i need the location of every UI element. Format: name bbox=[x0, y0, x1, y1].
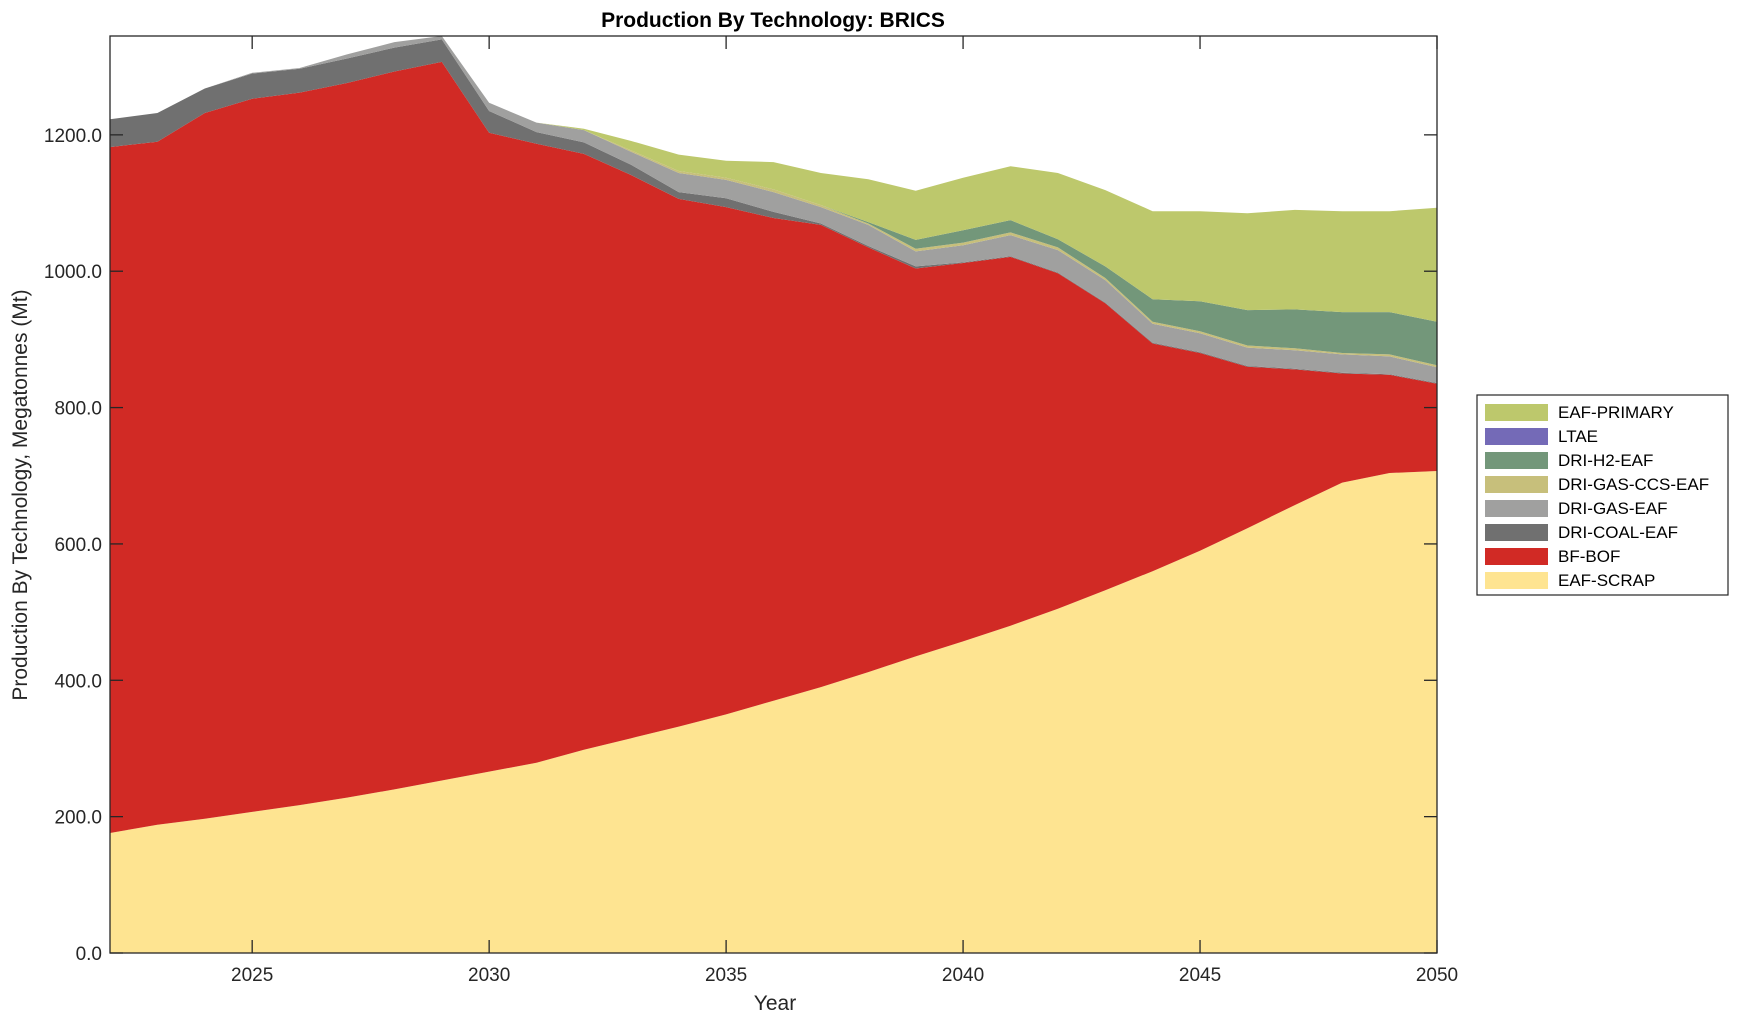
legend-label: EAF-PRIMARY bbox=[1558, 403, 1674, 422]
legend-label: EAF-SCRAP bbox=[1558, 571, 1655, 590]
legend-label: DRI-COAL-EAF bbox=[1558, 523, 1678, 542]
legend-label: DRI-GAS-EAF bbox=[1558, 499, 1668, 518]
y-tick-label: 200.0 bbox=[54, 808, 102, 829]
x-axis-title: Year bbox=[754, 992, 796, 1015]
x-axis: 2025 2030 2035 2040 2045 2050 bbox=[231, 36, 1458, 986]
area-dri-gas-eaf bbox=[110, 36, 1437, 383]
x-tick-label: 2045 bbox=[1179, 965, 1221, 986]
chart-title: Production By Technology: BRICS bbox=[601, 9, 945, 32]
legend-label: DRI-H2-EAF bbox=[1558, 451, 1653, 470]
y-tick-label: 600.0 bbox=[54, 535, 102, 556]
y-axis-title: Production By Technology, Megatonnes (Mt… bbox=[9, 289, 32, 700]
y-axis: 0.0 200.0 400.0 600.0 800.0 1000.0 1200.0 bbox=[44, 126, 1437, 965]
area-eaf-scrap bbox=[110, 471, 1437, 953]
area-layers bbox=[110, 36, 1437, 953]
legend-swatch bbox=[1485, 428, 1548, 445]
x-tick-label: 2030 bbox=[468, 965, 510, 986]
legend-swatch bbox=[1485, 548, 1548, 565]
area-dri-h2-eaf bbox=[110, 36, 1437, 366]
y-tick-label: 1200.0 bbox=[44, 126, 102, 147]
y-tick-label: 1000.0 bbox=[44, 262, 102, 283]
x-tick-label: 2050 bbox=[1416, 965, 1458, 986]
legend-label: DRI-GAS-CCS-EAF bbox=[1558, 475, 1709, 494]
y-tick-label: 800.0 bbox=[54, 399, 102, 420]
plot-frame bbox=[109, 35, 1438, 954]
x-tick-label: 2040 bbox=[942, 965, 984, 986]
y-tick-label: 0.0 bbox=[76, 944, 102, 965]
legend-swatch bbox=[1485, 452, 1548, 469]
legend-swatch bbox=[1485, 404, 1548, 421]
x-tick-label: 2035 bbox=[705, 965, 747, 986]
area-bf-bof bbox=[110, 61, 1437, 833]
legend-label: BF-BOF bbox=[1558, 547, 1620, 566]
legend-swatch bbox=[1485, 476, 1548, 493]
legend: EAF-PRIMARY LTAE DRI-H2-EAF DRI-GAS-CCS-EAF… bbox=[1476, 394, 1729, 596]
legend-label: LTAE bbox=[1558, 427, 1598, 446]
legend-swatch bbox=[1485, 572, 1548, 589]
area-eaf-primary bbox=[110, 36, 1437, 322]
x-tick-label: 2025 bbox=[231, 965, 273, 986]
y-tick-label: 400.0 bbox=[54, 671, 102, 692]
legend-swatch bbox=[1485, 524, 1548, 541]
legend-swatch bbox=[1485, 500, 1548, 517]
